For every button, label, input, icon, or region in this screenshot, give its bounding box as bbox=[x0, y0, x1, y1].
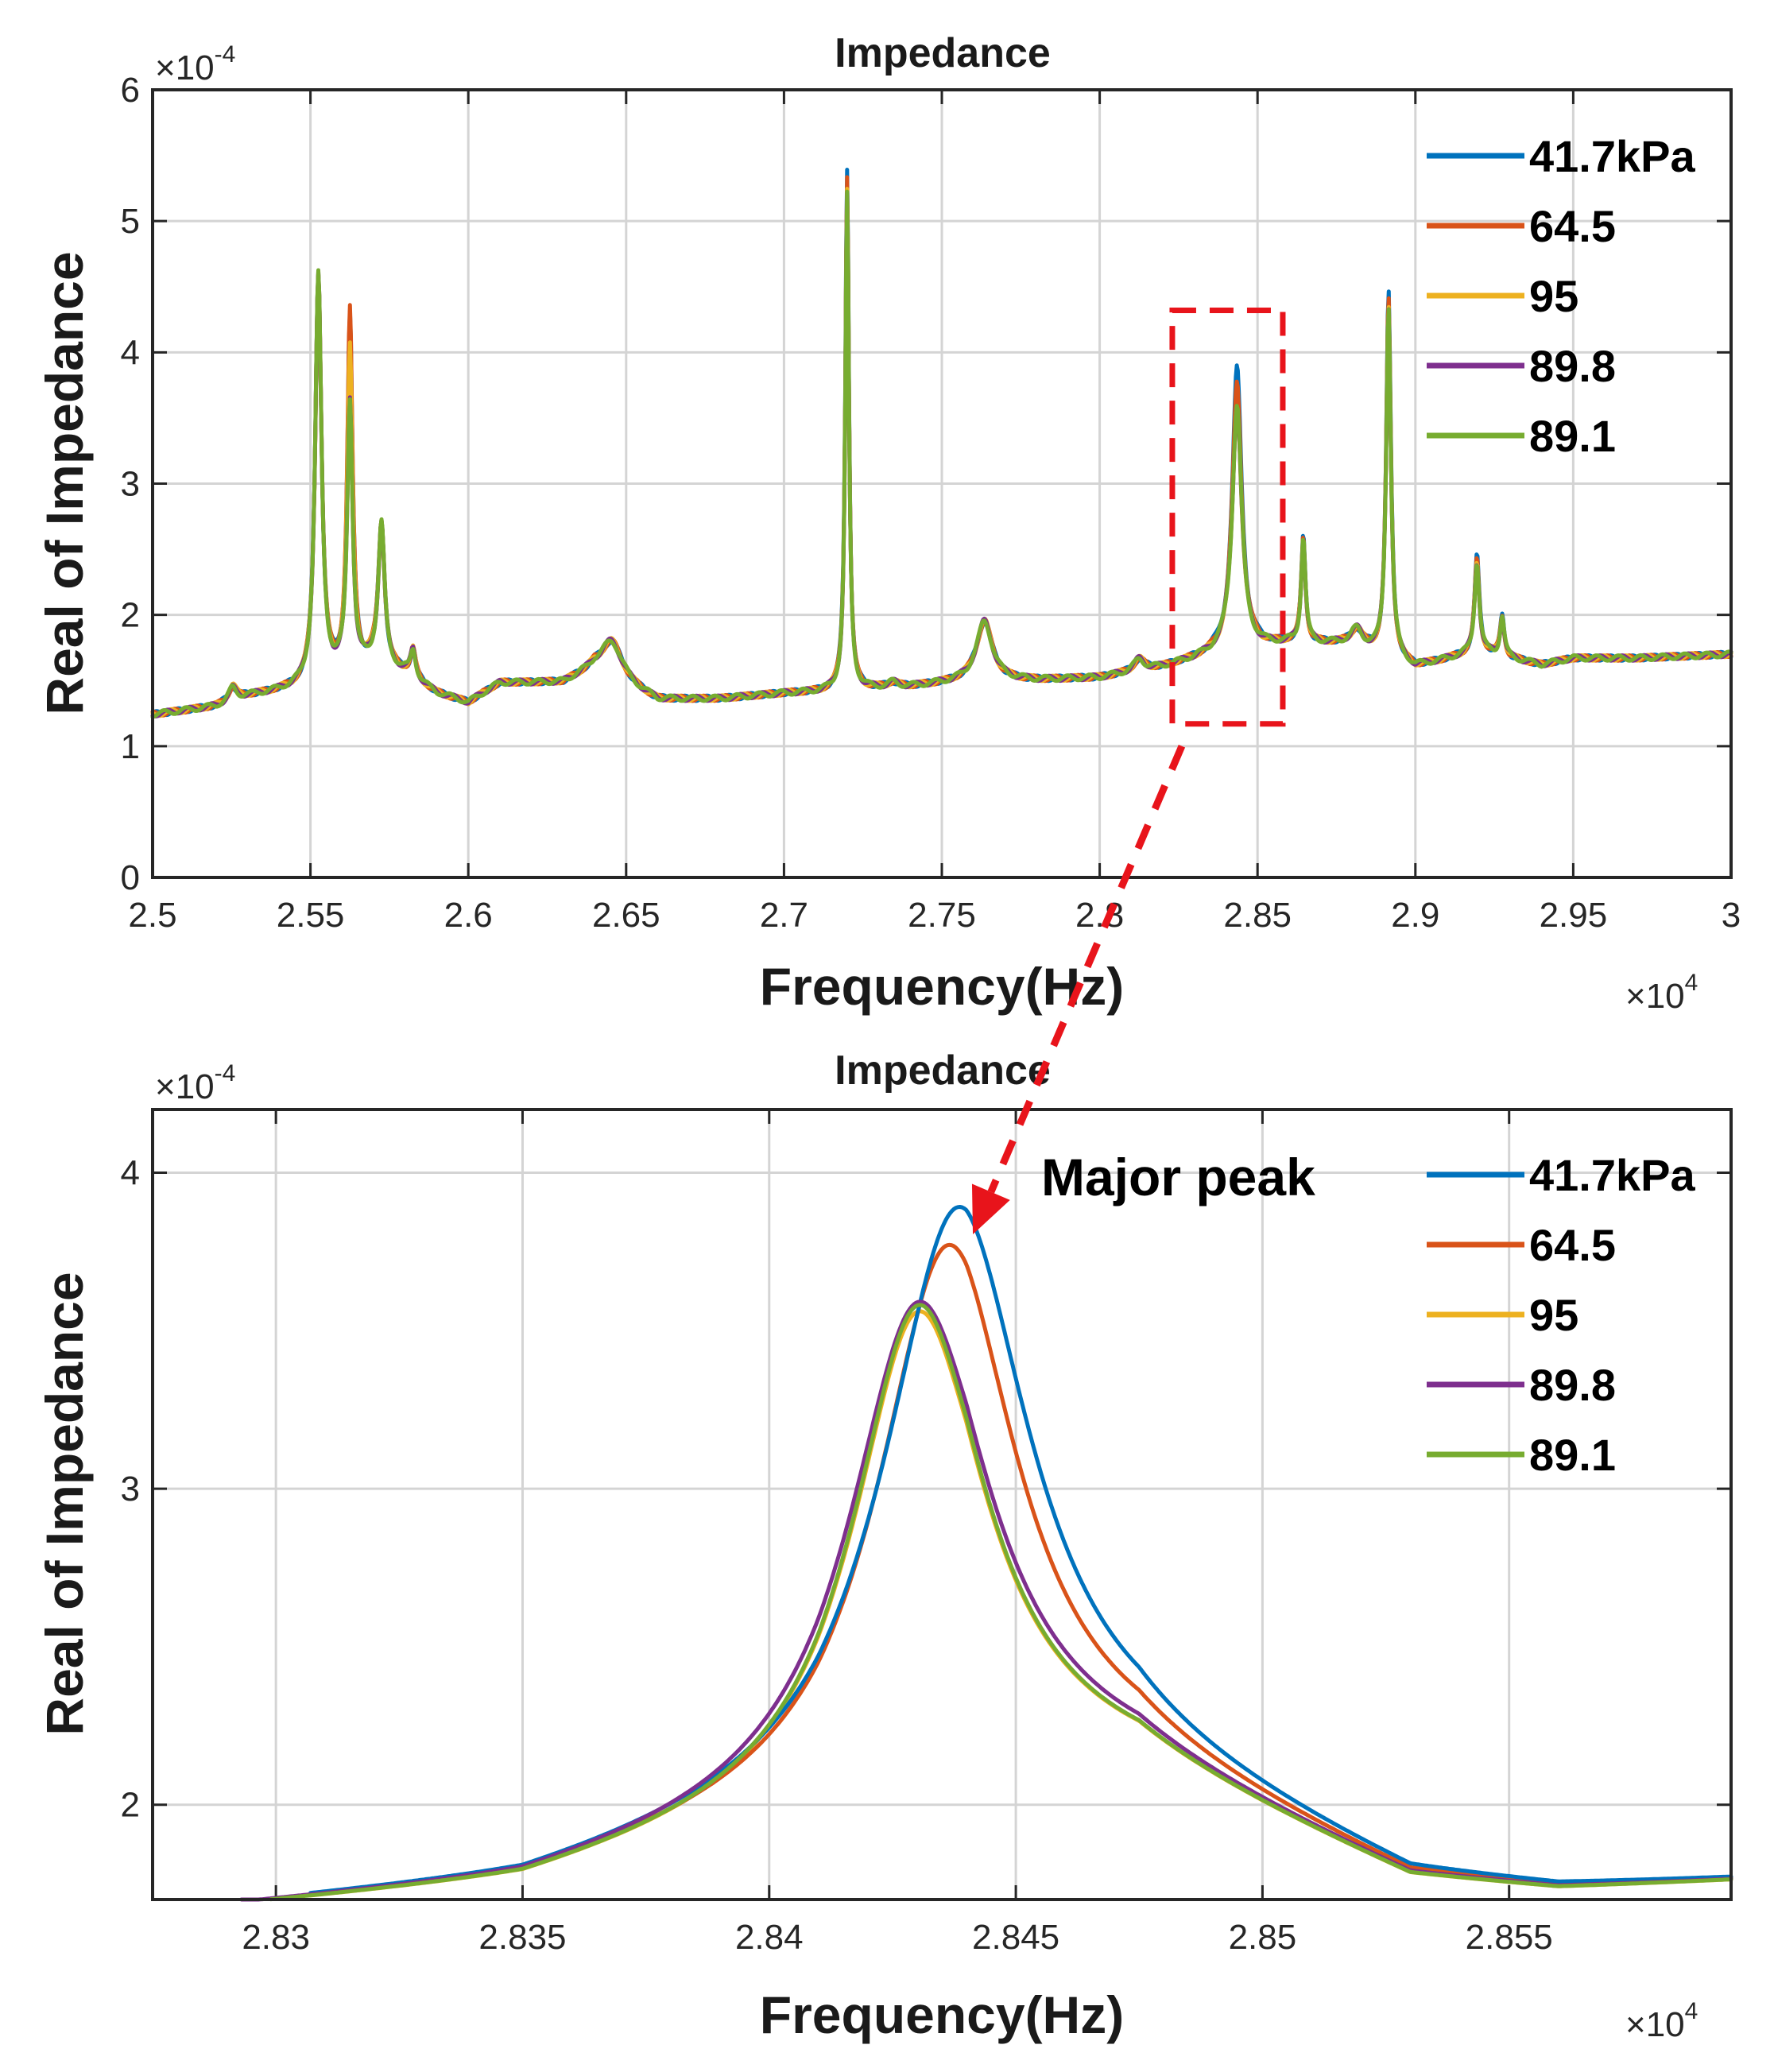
chart-title: Impedance bbox=[835, 30, 1051, 76]
connector-line bbox=[987, 744, 1186, 1194]
major-peak-annotation: Major peak bbox=[1041, 1148, 1315, 1206]
connector-arrowhead bbox=[971, 1183, 1010, 1234]
x-tick-label: 2.85 bbox=[1229, 1918, 1297, 1957]
series-lines bbox=[239, 1205, 1733, 1902]
x-tick-label: 2.84 bbox=[735, 1918, 804, 1957]
legend-label: 95 bbox=[1529, 1290, 1578, 1340]
series-line-891 bbox=[150, 189, 1733, 719]
y-tick-label: 3 bbox=[121, 465, 140, 504]
legend-label: 89.8 bbox=[1529, 1360, 1616, 1410]
plot-frame bbox=[151, 1108, 1733, 1901]
x-tick-label: 2.85 bbox=[1223, 896, 1292, 935]
x-tick-label: 2.7 bbox=[760, 896, 808, 935]
x-tick-label: 2.855 bbox=[1466, 1918, 1553, 1957]
x-tick-label: 3 bbox=[1722, 896, 1741, 935]
x-exponent-label: ×104 bbox=[1625, 1998, 1698, 2044]
y-tick-label: 3 bbox=[121, 1470, 140, 1508]
x-tick-label: 2.75 bbox=[908, 896, 976, 935]
x-tick-labels: 2.5 2.55 2.6 2.65 2.7 2.75 2.8 2.85 2.9 2.95 3 bbox=[128, 896, 1741, 935]
x-tick-label: 2.83 bbox=[242, 1918, 310, 1957]
legend-item: 95 bbox=[1427, 271, 1578, 321]
legend-label: 89.8 bbox=[1529, 341, 1616, 391]
legend: 41.7kPa 64.5 95 89.8 89.1 bbox=[1427, 131, 1695, 461]
x-tick-label: 2.8 bbox=[1075, 896, 1124, 935]
x-tick-label: 2.95 bbox=[1540, 896, 1608, 935]
y-tick-label: 2 bbox=[121, 1786, 140, 1825]
y-axis-label: Real of Impedance bbox=[35, 251, 94, 715]
legend-item: 64.5 bbox=[1427, 1220, 1616, 1270]
y-tick-label: 1 bbox=[121, 727, 140, 766]
highlight-box bbox=[1169, 307, 1286, 727]
series-lines bbox=[150, 168, 1733, 719]
y-exponent-label: ×10-4 bbox=[155, 1060, 235, 1106]
grid bbox=[151, 88, 1733, 879]
x-tick-label: 2.55 bbox=[277, 896, 345, 935]
x-tick-label: 2.845 bbox=[972, 1918, 1059, 1957]
x-tick-labels: 2.83 2.835 2.84 2.845 2.85 2.855 bbox=[242, 1918, 1552, 1957]
legend-label: 64.5 bbox=[1529, 1220, 1616, 1270]
x-tick-label: 2.5 bbox=[128, 896, 176, 935]
legend-label: 64.5 bbox=[1529, 201, 1616, 251]
legend-item: 89.1 bbox=[1427, 1430, 1616, 1480]
x-axis-label: Frequency(Hz) bbox=[760, 1985, 1124, 2044]
overview-chart: Impedance ×10-4 2.5 2.55 2.6 2.65 2.7 2.75 2.8… bbox=[35, 30, 1741, 1016]
chart-title: Impedance bbox=[835, 1048, 1051, 1094]
legend-item: 89.8 bbox=[1427, 341, 1616, 391]
series-line-891 bbox=[269, 1303, 1733, 1902]
y-tick-label: 2 bbox=[121, 596, 140, 635]
x-tick-label: 2.9 bbox=[1391, 896, 1439, 935]
y-tick-labels: 0 1 2 3 4 5 6 bbox=[121, 71, 140, 897]
grid bbox=[153, 1110, 1731, 1900]
legend-label: 41.7kPa bbox=[1529, 131, 1695, 181]
zoom-connector-arrow bbox=[971, 744, 1186, 1234]
x-exponent-label: ×104 bbox=[1625, 970, 1698, 1016]
legend-label: 89.1 bbox=[1529, 411, 1616, 461]
x-axis-label: Frequency(Hz) bbox=[760, 957, 1124, 1016]
y-axis-label: Real of Impedance bbox=[35, 1272, 94, 1735]
legend-item: 41.7kPa bbox=[1427, 131, 1695, 181]
y-tick-label: 4 bbox=[121, 1154, 140, 1193]
legend-item: 89.8 bbox=[1427, 1360, 1616, 1410]
y-tick-label: 6 bbox=[121, 71, 140, 110]
legend-label: 95 bbox=[1529, 271, 1578, 321]
legend: 41.7kPa 64.5 95 89.8 89.1 bbox=[1427, 1150, 1695, 1480]
legend-item: 64.5 bbox=[1427, 201, 1616, 251]
legend-item: 41.7kPa bbox=[1427, 1150, 1695, 1200]
legend-label: 89.1 bbox=[1529, 1430, 1616, 1480]
y-tick-label: 4 bbox=[121, 333, 140, 372]
plot-frame bbox=[151, 88, 1733, 879]
x-tick-label: 2.65 bbox=[592, 896, 660, 935]
x-tick-label: 2.6 bbox=[444, 896, 493, 935]
y-tick-labels: 2 3 4 bbox=[121, 1154, 140, 1825]
y-tick-label: 0 bbox=[121, 858, 140, 897]
legend-item: 89.1 bbox=[1427, 411, 1616, 461]
legend-label: 41.7kPa bbox=[1529, 1150, 1695, 1200]
y-exponent-label: ×10-4 bbox=[155, 41, 235, 87]
zoom-chart: Impedance ×10-4 2.83 2.835 2.84 2.845 2.85 2.… bbox=[35, 1048, 1733, 2044]
legend-item: 95 bbox=[1427, 1290, 1578, 1340]
x-tick-label: 2.835 bbox=[478, 1918, 566, 1957]
y-tick-label: 5 bbox=[121, 202, 140, 241]
